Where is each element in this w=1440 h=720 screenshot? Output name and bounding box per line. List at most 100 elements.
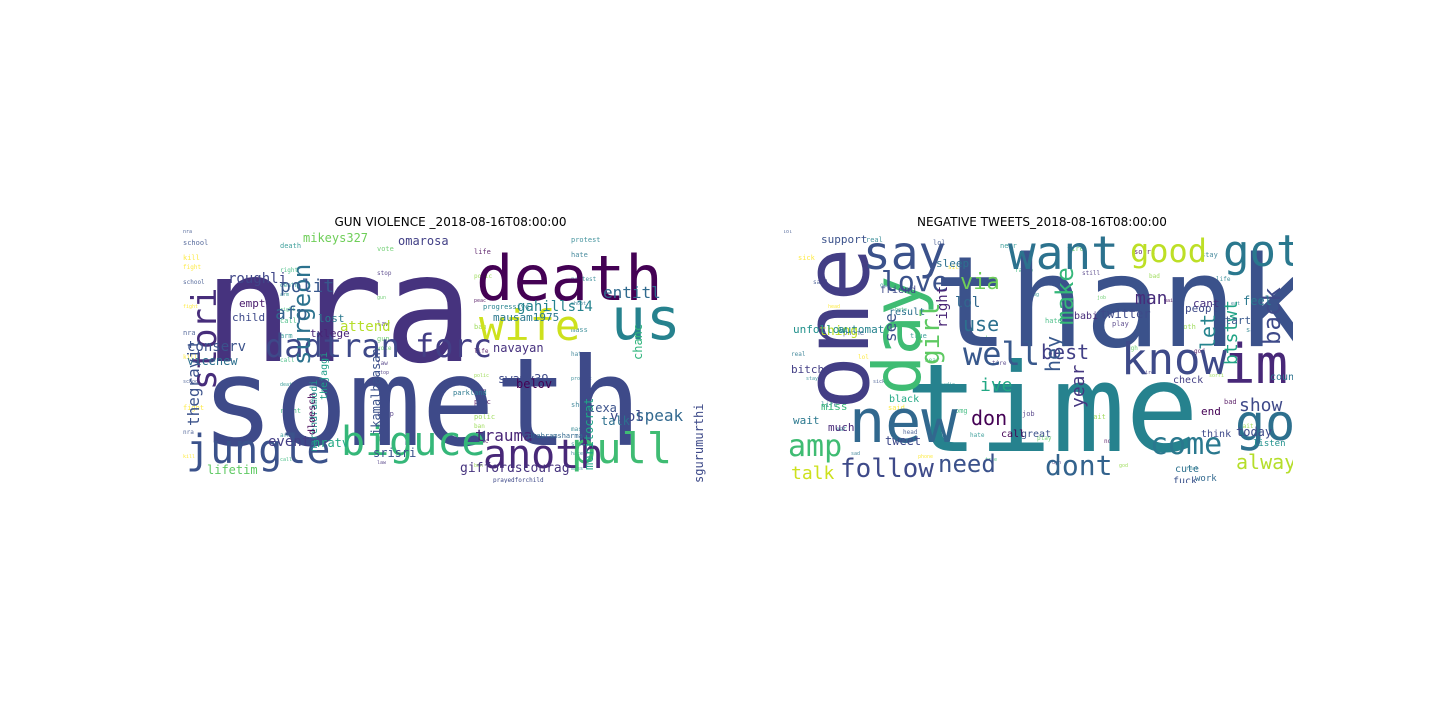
cloud-word: drabramsharma xyxy=(528,432,583,440)
cloud-word: want xyxy=(1008,230,1119,280)
cloud-word: best xyxy=(1041,340,1090,364)
cloud-filler-word: ugh xyxy=(1052,460,1062,466)
cloud-filler-word: mass xyxy=(571,426,586,433)
cloud-word: right xyxy=(935,285,951,328)
cloud-word: year xyxy=(1068,364,1089,408)
cloud-word: nratv xyxy=(313,436,350,450)
cloud-word: via xyxy=(960,270,1000,295)
cloud-filler-word: god xyxy=(1194,348,1205,355)
cloud-word: trauma xyxy=(475,426,533,445)
cloud-word: child xyxy=(232,311,266,324)
cloud-filler-word: still xyxy=(1007,385,1023,391)
cloud-filler-word: job xyxy=(1022,410,1035,418)
cloud-word: roughli xyxy=(228,271,288,287)
cloud-word: empt xyxy=(239,297,266,310)
cloud-word: need xyxy=(938,450,996,478)
cloud-word: entitl xyxy=(603,283,661,302)
cloud-word: parkland xyxy=(453,389,487,397)
cloud-filler-word: true xyxy=(985,457,998,463)
cloud-word: texa xyxy=(588,401,617,415)
cloud-filler-word: sorri xyxy=(1134,248,1156,256)
cloud-filler-word: life xyxy=(474,248,491,256)
cloud-filler-word: lol xyxy=(933,239,946,247)
cloud-filler-word: eat xyxy=(1231,301,1241,307)
cloud-filler-word: ugh xyxy=(1127,345,1138,352)
cloud-filler-word: right xyxy=(280,307,296,313)
cloud-word: someth xyxy=(201,332,642,474)
cloud-filler-word: vote xyxy=(377,245,394,253)
cloud-filler-word: stay xyxy=(806,376,819,382)
panel-title-gun-violence: GUN VIOLENCE _2018-08-16T08:00:00 xyxy=(334,215,567,229)
cloud-word: say xyxy=(863,230,947,280)
cloud-filler-word: school xyxy=(183,239,209,247)
cloud-word: use xyxy=(963,312,1000,336)
cloud-word: today xyxy=(1236,425,1273,439)
cloud-word: speak xyxy=(635,406,684,425)
cloud-word: follow xyxy=(840,454,934,483)
cloud-filler-word: polic xyxy=(474,273,493,280)
cloud-filler-word: gun xyxy=(377,295,387,301)
cloud-word: attend xyxy=(340,319,391,335)
cloud-word: alway xyxy=(1236,450,1293,474)
cloud-word: lifetim xyxy=(207,463,258,477)
cloud-word: good xyxy=(1130,232,1208,270)
cloud-word: unfollow xyxy=(793,323,846,336)
cloud-filler-word: phone xyxy=(843,329,865,337)
cloud-word: thejaggi xyxy=(319,351,330,400)
cloud-word: cute xyxy=(1175,464,1200,475)
cloud-filler-word: arm xyxy=(280,332,293,340)
cloud-word: call xyxy=(1001,429,1026,440)
cloud-filler-word: death xyxy=(280,242,302,250)
cloud-filler-word: fight xyxy=(183,404,205,412)
cloud-filler-word: real xyxy=(1186,466,1199,472)
cloud-word: think xyxy=(1201,429,1232,440)
cloud-filler-word: polic xyxy=(474,413,496,421)
cloud-filler-word: real xyxy=(866,236,883,244)
cloud-word: us xyxy=(611,285,681,353)
cloud-word: black xyxy=(889,394,920,405)
cloud-filler-word: hate xyxy=(1045,317,1062,325)
cloud-filler-word: tire xyxy=(992,360,1007,367)
cloud-filler-word: protest xyxy=(571,236,601,244)
cloud-filler-word: radio xyxy=(940,382,956,388)
cloud-filler-word: shoot xyxy=(571,301,587,307)
cloud-filler-word: right xyxy=(280,267,299,274)
cloud-word: go xyxy=(1235,394,1293,452)
cloud-word: automat xyxy=(838,323,885,336)
cloud-word: work xyxy=(1195,474,1217,484)
cloud-word: dadtran xyxy=(265,327,400,365)
cloud-word: biguce xyxy=(341,419,486,465)
cloud-word: srisri xyxy=(373,446,417,460)
cloud-filler-word: peac xyxy=(474,298,487,304)
cloud-filler-word: kill xyxy=(183,454,196,460)
cloud-filler-word: hate xyxy=(895,307,908,313)
cloud-word: belov xyxy=(516,377,553,391)
cloud-filler-word: call xyxy=(280,357,295,364)
cloud-filler-word: nra xyxy=(183,329,196,337)
cloud-filler-word: sorri xyxy=(1209,373,1225,379)
cloud-word: ive xyxy=(980,375,1013,396)
cloud-filler-word: hate xyxy=(571,351,586,358)
cloud-filler-word: life xyxy=(821,401,838,409)
cloud-word: much xyxy=(828,421,855,434)
cloud-filler-word: school xyxy=(183,379,202,385)
cloud-filler-word: near xyxy=(1000,242,1017,250)
cloud-word: thing xyxy=(819,324,859,339)
panel-title-negative-tweets: NEGATIVE TWEETS_2018-08-16T08:00:00 xyxy=(917,215,1167,229)
cloud-word: countri xyxy=(1270,372,1293,383)
cloud-filler-word: lol xyxy=(858,354,869,361)
cloud-filler-word: eat xyxy=(836,426,847,433)
cloud-word: talk xyxy=(791,463,835,483)
cloud-filler-word: stop xyxy=(377,270,392,277)
cloud-filler-word: lol xyxy=(783,230,793,235)
cloud-filler-word: noth xyxy=(1104,438,1119,445)
cloud-word: txlege xyxy=(310,327,350,340)
cloud-filler-word: tire xyxy=(1142,370,1155,376)
cloud-filler-word: ban xyxy=(474,423,485,430)
cloud-word: let xyxy=(1196,313,1220,350)
cloud-filler-word: polic xyxy=(474,373,490,379)
cloud-word: fuck xyxy=(1173,476,1198,484)
cloud-word: gahills14 xyxy=(517,299,593,315)
cloud-word: omarosa xyxy=(398,234,449,248)
cloud-filler-word: law xyxy=(377,360,388,367)
